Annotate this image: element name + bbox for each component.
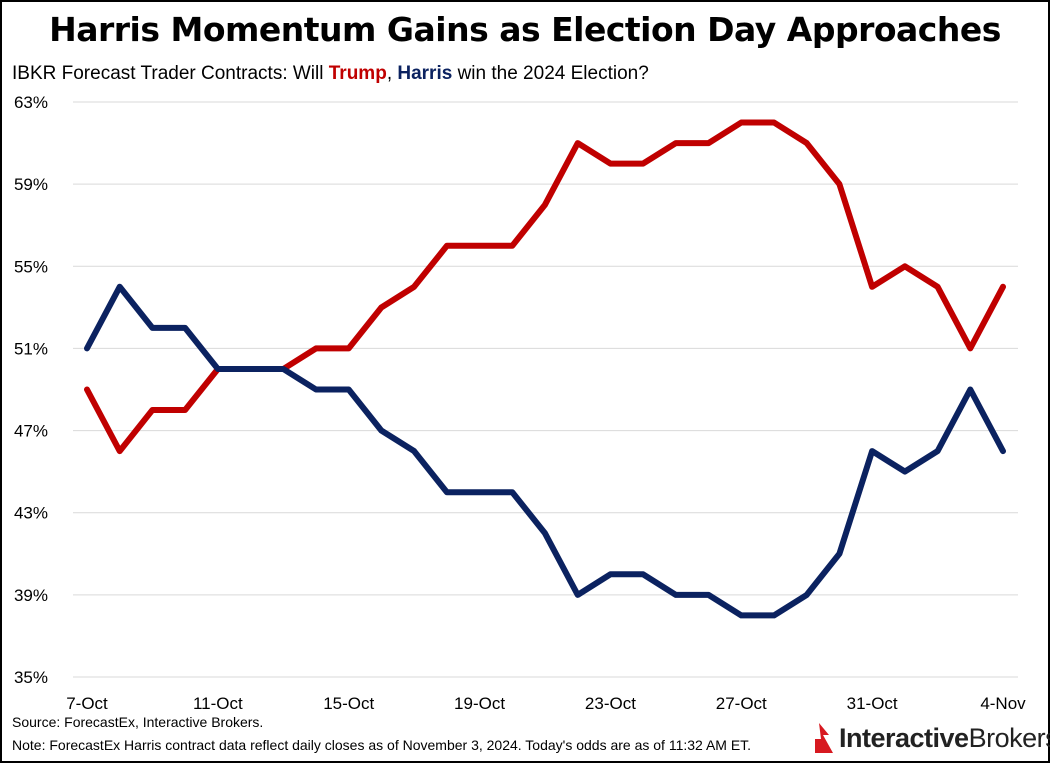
chart-subtitle: IBKR Forecast Trader Contracts: Will Tru… [12,63,649,85]
subtitle-harris: Harris [397,63,453,84]
x-tick-label: 15-Oct [323,694,374,713]
x-tick-label: 19-Oct [454,694,505,713]
logo-text-part2: Brokers [968,722,1050,753]
subtitle-prefix: IBKR Forecast Trader Contracts: Will [12,63,329,84]
y-tick-label: 35% [14,668,48,687]
chart-title: Harris Momentum Gains as Election Day Ap… [49,10,1001,49]
y-tick-label: 39% [14,586,48,605]
footnote: Note: ForecastEx Harris contract data re… [12,737,752,753]
y-tick-label: 47% [14,422,48,441]
x-axis-ticks: 7-Oct 11-Oct 15-Oct 19-Oct 23-Oct 27-Oct 31-Oc… [66,694,1026,713]
interactive-brokers-logo: InteractiveBrokers [813,720,1050,756]
y-tick-label: 55% [14,257,48,276]
ib-logo-icon [815,723,833,753]
x-tick-label: 23-Oct [585,694,636,713]
source-note: Source: ForecastEx, Interactive Brokers. [12,714,264,730]
subtitle-suffix: win the 2024 Election? [452,63,649,84]
logo-text-part1: Interactive [839,722,969,753]
y-tick-label: 59% [14,175,48,194]
series-lines [84,119,1006,619]
x-tick-label: 7-Oct [66,694,108,713]
y-tick-label: 43% [14,504,48,523]
x-tick-label: 4-Nov [980,694,1026,713]
subtitle-sep: , [386,63,398,84]
x-tick-label: 31-Oct [847,694,898,713]
series-line-harris [84,283,1006,619]
x-tick-label: 11-Oct [193,694,243,713]
subtitle-trump: Trump [328,63,387,84]
series-line-trump [84,119,1006,455]
x-tick-label: 27-Oct [716,694,767,713]
y-axis-ticks: 35% 39% 43% 47% 51% 55% 59% 63% [14,93,48,687]
y-tick-label: 51% [14,339,48,358]
gridlines [73,101,1018,678]
y-tick-label: 63% [14,93,48,112]
